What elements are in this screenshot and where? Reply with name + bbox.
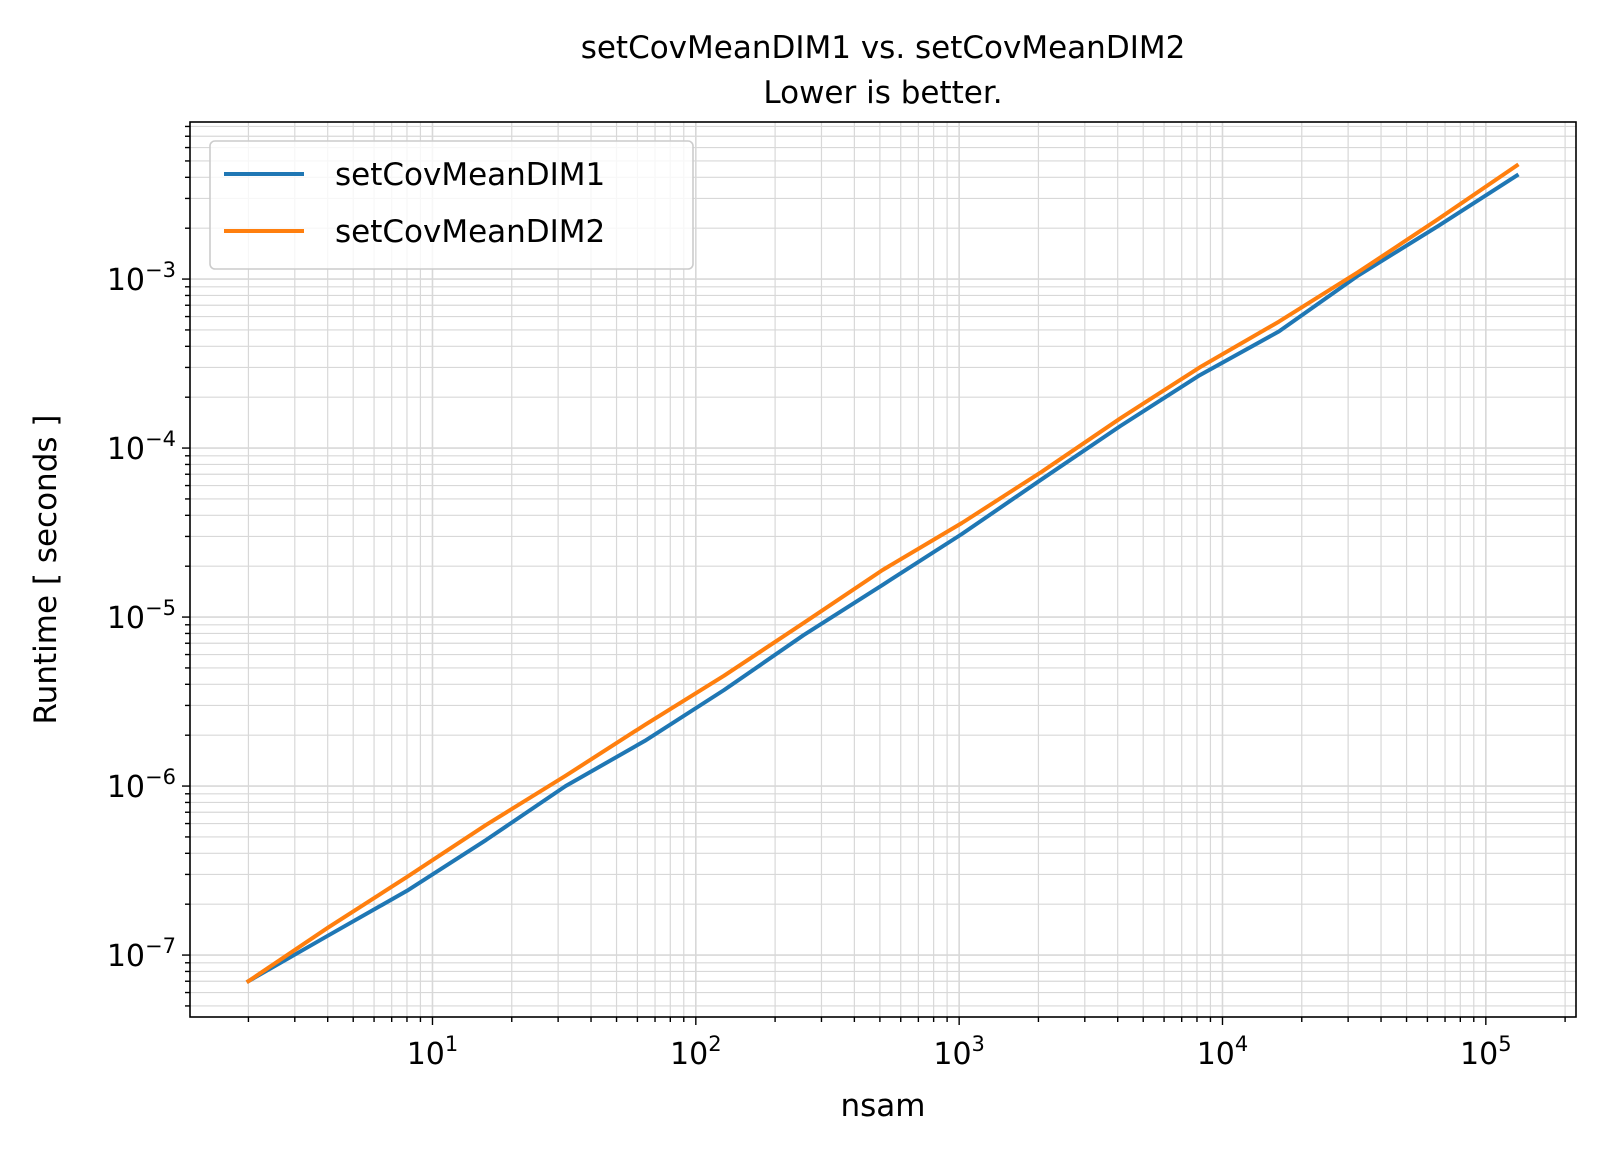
series-lines <box>245 162 1520 984</box>
x-axis-title: nsam <box>841 1088 926 1124</box>
y-axis-title: Runtime [ seconds ] <box>28 415 64 725</box>
x-tick-label: 105 <box>1460 1032 1512 1072</box>
x-tick-label: 101 <box>407 1032 459 1072</box>
x-tick-label: 104 <box>1197 1032 1249 1072</box>
legend-label-setcovmeandim1: setCovMeanDIM1 <box>335 157 605 193</box>
axis-ticks <box>182 125 1566 1025</box>
series-line-setcovmeandim1 <box>245 172 1520 984</box>
grid <box>190 122 1576 1017</box>
series-line-setcovmeandim2 <box>245 162 1520 984</box>
y-tick-label: 10−7 <box>107 934 176 974</box>
y-tick-label: 10−4 <box>107 427 176 467</box>
y-tick-label: 10−6 <box>107 765 176 805</box>
y-tick-label: 10−3 <box>107 258 176 298</box>
legend: setCovMeanDIM1 setCovMeanDIM2 <box>209 140 694 270</box>
x-tick-label: 102 <box>670 1032 722 1072</box>
legend-box <box>209 140 694 270</box>
y-tick-label: 10−5 <box>107 596 176 636</box>
x-tick-label: 103 <box>933 1032 985 1072</box>
chart-subtitle: Lower is better. <box>763 75 1002 111</box>
legend-label-setcovmeandim2: setCovMeanDIM2 <box>335 214 605 250</box>
tick-labels: 101 102 103 104 105 10−7 10−6 10−5 10−4 10−3 <box>107 258 1512 1072</box>
plot-frame <box>189 121 1577 1018</box>
chart-title: setCovMeanDIM1 vs. setCovMeanDIM2 <box>581 30 1186 66</box>
